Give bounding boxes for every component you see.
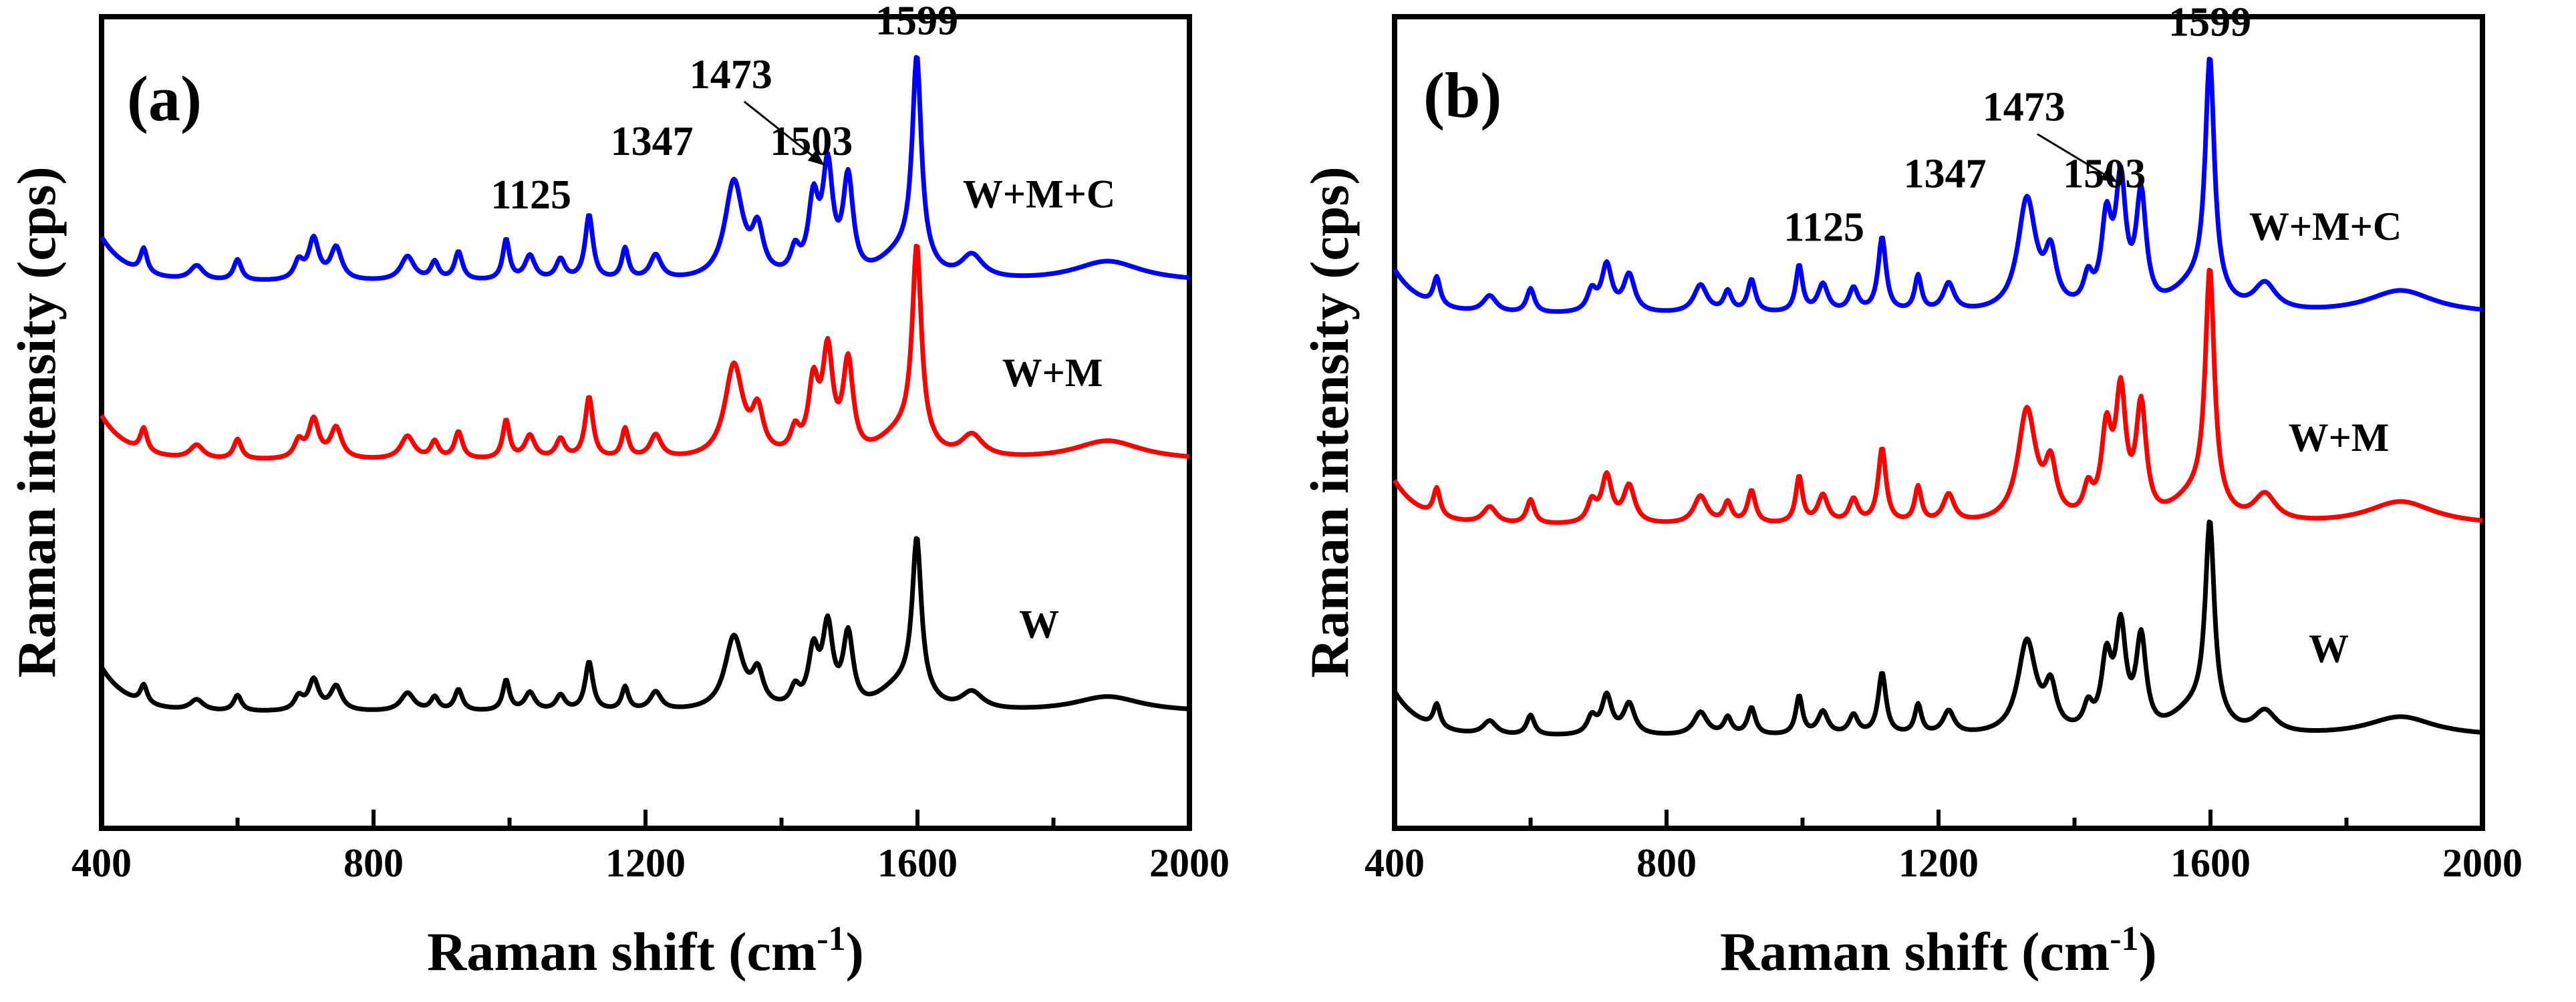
spectrum-line-w-m-c	[1393, 56, 2484, 314]
x-tick-label: 1200	[605, 841, 686, 885]
peak-label-1599: 1599	[2168, 0, 2251, 45]
peak-label-1473: 1473	[690, 52, 772, 98]
peak-annotations: 1125 1347 1473 1503 1599	[1783, 0, 2251, 251]
peak-label-1347: 1347	[611, 119, 694, 164]
spectrum-line-w	[100, 536, 1191, 713]
x-tick-label: 2000	[1149, 841, 1230, 885]
chart-panel-a: 400 800 1200 1600 2000 W+M+C W+M W 1125 1347 147…	[6, 0, 1230, 982]
spectrum-line-w-m	[100, 243, 1191, 461]
peak-arrow-head	[807, 150, 825, 166]
peak-label-1503: 1503	[2063, 152, 2146, 197]
spectrum-traces	[1393, 56, 2484, 737]
panel-label: (a)	[127, 63, 202, 134]
x-axis-ticks	[1393, 810, 2484, 828]
x-tick-label: 800	[1636, 841, 1697, 885]
x-tick-label: 400	[1365, 841, 1425, 885]
series-labels: W+M+C W+M W	[2249, 204, 2402, 671]
series-label: W+M+C	[2249, 204, 2402, 248]
series-labels: W+M+C W+M W	[963, 172, 1115, 647]
spectrum-line-w-m	[1393, 267, 2484, 525]
peak-label-1347: 1347	[1904, 152, 1987, 197]
x-axis-ticks	[100, 810, 1191, 828]
x-tick-label: 1600	[877, 841, 958, 885]
series-label: W+M	[2289, 415, 2390, 460]
peak-label-1503: 1503	[770, 119, 853, 164]
x-axis-title: Raman shift (cm-1)	[1720, 920, 2157, 982]
series-label: W	[1019, 602, 1059, 646]
peak-arrow-line	[743, 100, 825, 166]
x-tick-label: 800	[343, 841, 404, 885]
panel-label: (b)	[1423, 59, 1501, 131]
series-label: W+M+C	[963, 172, 1115, 216]
peak-label-1599: 1599	[875, 0, 958, 44]
spectrum-line-w	[1393, 519, 2484, 737]
x-axis-title: Raman shift (cm-1)	[427, 920, 864, 982]
peak-label-1125: 1125	[1783, 205, 1864, 251]
peak-label-1473: 1473	[1983, 85, 2065, 130]
peak-annotations: 1125 1347 1473 1503 1599	[490, 0, 958, 218]
y-axis-title: Raman intensity (cps)	[1299, 166, 1360, 677]
peak-label-1125: 1125	[490, 172, 571, 218]
x-tick-label: 1600	[2170, 841, 2251, 885]
x-axis-tick-labels: 400 800 1200 1600 2000	[71, 841, 1230, 885]
peak-arrow-head	[2100, 168, 2118, 182]
series-label: W	[2309, 627, 2349, 671]
x-axis-tick-labels: 400 800 1200 1600 2000	[1365, 841, 2523, 885]
x-tick-label: 2000	[2442, 841, 2523, 885]
spectrum-line-w-m-c	[100, 55, 1191, 282]
y-axis-title: Raman intensity (cps)	[6, 166, 67, 677]
x-tick-label: 1200	[1898, 841, 1979, 885]
series-label: W+M	[1002, 351, 1103, 395]
chart-panel-b: 400 800 1200 1600 2000 W+M+C W+M W 1125 1347 147…	[1299, 0, 2523, 982]
x-tick-label: 400	[71, 841, 132, 885]
spectrum-traces	[100, 55, 1191, 713]
